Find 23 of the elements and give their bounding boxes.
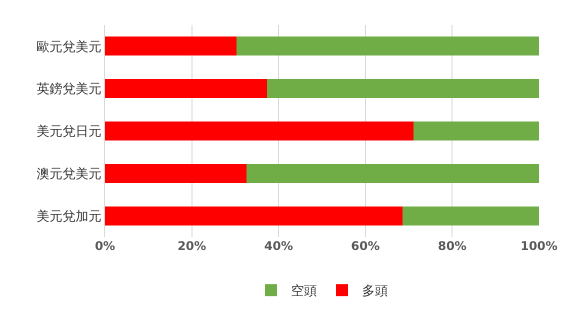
- x-tick-label: 0%: [94, 239, 116, 253]
- bar: [105, 206, 402, 226]
- bar: [105, 121, 414, 141]
- bar: [246, 164, 539, 183]
- x-tick-label: 80%: [438, 239, 467, 253]
- legend-label: 多頭: [362, 284, 388, 300]
- bar: [105, 36, 236, 56]
- bar: [236, 36, 539, 56]
- x-tick-label: 40%: [264, 239, 293, 253]
- x-tick-label: 20%: [177, 239, 206, 253]
- y-tick-label: 澳元兌美元: [36, 166, 102, 182]
- x-tick-label: 60%: [351, 239, 380, 253]
- bar: [402, 206, 539, 226]
- legend-label: 空頭: [291, 284, 317, 300]
- x-tick-label: 100%: [520, 239, 558, 253]
- bar: [266, 79, 539, 98]
- y-tick-label: 美元兌加元: [36, 208, 102, 224]
- bar: [414, 121, 539, 141]
- y-tick-label: 歐元兌美元: [36, 38, 102, 55]
- bar: [105, 79, 267, 98]
- y-tick-label: 英鎊兌美元: [36, 81, 102, 98]
- bar: [105, 164, 246, 183]
- y-tick-label: 美元兌日元: [36, 124, 102, 140]
